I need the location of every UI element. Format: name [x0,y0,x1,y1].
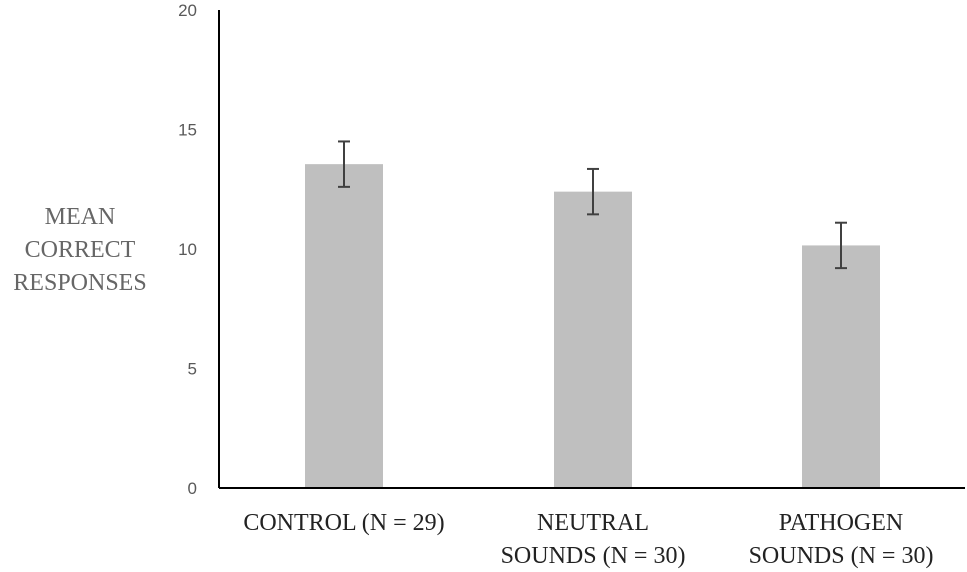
y-axis-title-line: CORRECT [25,237,136,263]
bar [554,191,632,488]
y-axis-title: MEAN CORRECT RESPONSES [13,204,146,296]
y-tick-label: 5 [188,360,197,379]
y-tick-labels: 0 5 10 15 20 [178,1,197,498]
y-tick-label: 20 [178,1,197,20]
y-tick-label: 0 [188,479,197,498]
error-bar [835,221,847,270]
x-category-label: CONTROL (N = 29) [243,510,444,536]
x-category-label: NEUTRAL [537,510,649,536]
x-category-label: PATHOGEN [779,510,903,536]
bar [802,245,880,488]
bar [305,164,383,488]
y-axis-title-line: MEAN [45,204,116,230]
error-bars [338,140,847,270]
x-category-labels: CONTROL (N = 29) NEUTRAL SOUNDS (N = 30) PA… [243,510,933,569]
error-bar [587,167,599,216]
error-bar [338,140,350,188]
y-tick-label: 15 [178,121,197,140]
x-category-label: SOUNDS (N = 30) [749,543,934,569]
bars [305,164,880,488]
x-category-label: SOUNDS (N = 30) [501,543,686,569]
y-axis-title-line: RESPONSES [13,270,146,296]
y-tick-label: 10 [178,240,197,259]
